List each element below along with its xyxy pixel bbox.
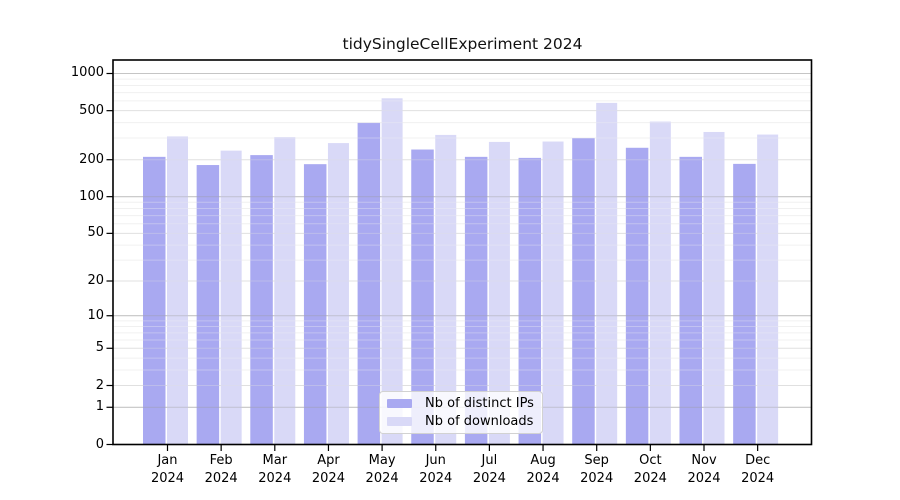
bar-downloads-sep <box>596 102 618 445</box>
x-tick-label-oct: Oct 2024 <box>633 453 667 486</box>
bar-downloads-aug <box>542 141 564 445</box>
bar-ips-nov <box>679 156 702 445</box>
axes-frame <box>106 59 813 451</box>
bar-ips-aug <box>518 157 542 445</box>
y-tick-label-200: 200 <box>79 151 104 167</box>
x-tick-label-mar: Mar 2024 <box>258 453 292 486</box>
x-tick-label-apr: Apr 2024 <box>311 453 345 486</box>
bar-downloads-dec <box>757 134 779 445</box>
bar-ips-dec <box>733 163 756 445</box>
x-tick-label-may: May 2024 <box>365 453 399 486</box>
legend-swatch-distinct-ips-icon <box>387 399 412 409</box>
bar-downloads-feb <box>220 150 242 445</box>
bar-ips-may <box>357 122 381 445</box>
bar-downloads-jan <box>167 136 188 445</box>
y-tick-label-1: 1 <box>95 399 104 415</box>
x-tick-label-feb: Feb 2024 <box>204 453 238 486</box>
bars <box>143 98 779 445</box>
legend-label-downloads: Nb of downloads <box>425 413 534 429</box>
bar-downloads-oct <box>649 121 671 445</box>
y-tick-label-2: 2 <box>95 377 104 393</box>
bar-ips-jun <box>411 149 434 445</box>
legend: Nb of distinct IPs Nb of downloads <box>379 391 543 434</box>
bar-ips-jul <box>464 156 488 445</box>
y-tick-label-100: 100 <box>79 188 104 204</box>
bar-downloads-mar <box>274 137 296 445</box>
legend-item-downloads: Nb of downloads <box>387 414 535 429</box>
bar-downloads-may <box>381 98 403 445</box>
y-tick-label-20: 20 <box>87 273 104 288</box>
bar-downloads-nov <box>703 131 725 445</box>
bar-ips-oct <box>625 147 649 445</box>
bar-ips-sep <box>572 138 595 445</box>
bar-ips-apr <box>303 164 327 445</box>
legend-label-distinct-ips: Nb of distinct IPs <box>425 396 534 412</box>
y-tick-label-500: 500 <box>79 102 104 118</box>
x-tick-label-nov: Nov 2024 <box>687 453 721 486</box>
y-tick-label-0: 0 <box>95 436 104 452</box>
x-tick-label-jul: Jul 2024 <box>472 453 506 486</box>
bar-ips-mar <box>250 155 273 445</box>
y-tick-label-50: 50 <box>87 225 104 241</box>
bar-ips-jan <box>143 156 166 445</box>
bar-downloads-apr <box>327 143 349 445</box>
y-tick-label-5: 5 <box>95 340 104 356</box>
bar-downloads-jun <box>435 134 457 445</box>
y-tick-label-1000: 1000 <box>70 65 104 81</box>
x-tick-label-sep: Sep 2024 <box>580 453 614 486</box>
chart-title: tidySingleCellExperiment 2024 <box>342 35 583 53</box>
bar-downloads-jul <box>488 141 510 445</box>
x-tick-label-aug: Aug 2024 <box>526 453 560 486</box>
legend-item-distinct-ips: Nb of distinct IPs <box>387 396 535 411</box>
x-tick-label-jun: Jun 2024 <box>419 453 453 486</box>
legend-swatch-downloads-icon <box>387 416 412 426</box>
x-tick-label-dec: Dec 2024 <box>741 453 775 486</box>
y-tick-label-10: 10 <box>87 307 104 323</box>
bar-ips-feb <box>196 165 220 445</box>
x-tick-label-jan: Jan 2024 <box>150 453 185 486</box>
